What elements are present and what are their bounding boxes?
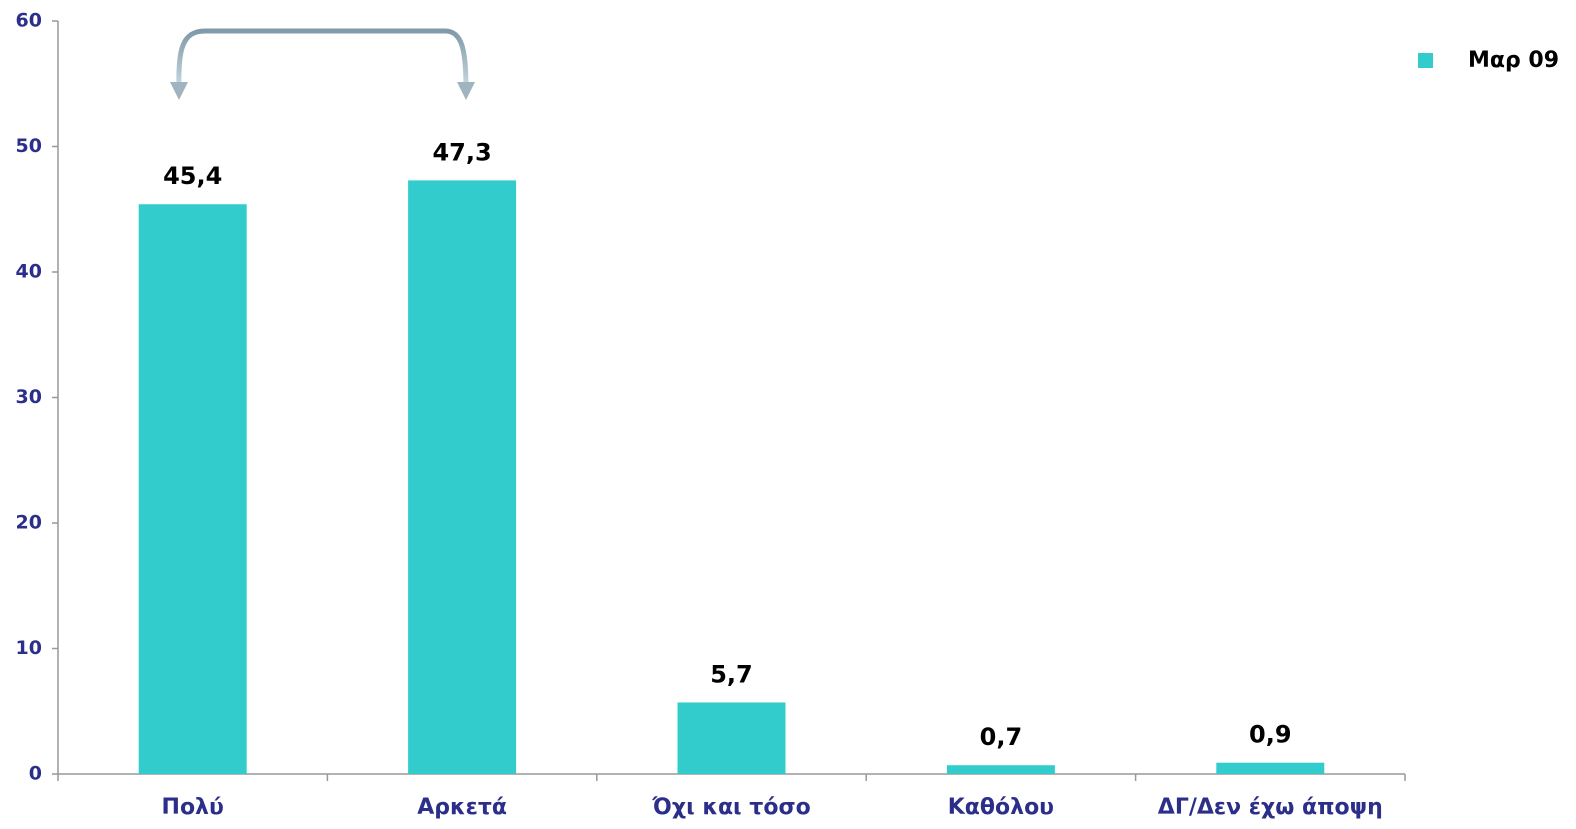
value-label: 45,4 [163,162,222,190]
y-tick-label: 50 [16,135,42,157]
arrow-head [457,82,475,100]
x-tick-label: Όχι και τόσο [651,795,810,820]
y-tick-label: 30 [16,386,42,408]
y-tick-label: 20 [16,512,42,534]
x-tick-label: Καθόλου [948,795,1054,820]
arrow-head [170,82,188,100]
bar [677,702,786,774]
x-tick-label: Αρκετά [417,795,507,820]
bar [138,204,247,775]
bar [1216,762,1325,774]
y-tick-label: 60 [16,10,42,32]
x-tick-label: ΔΓ/Δεν έχω άποψη [1158,795,1383,820]
bar [946,765,1055,774]
y-tick-label: 40 [16,261,42,283]
value-label: 5,7 [710,660,753,688]
legend-swatch [1418,53,1433,68]
value-label: 0,9 [1249,721,1292,749]
bracket-arrow [176,28,469,89]
value-label: 0,7 [980,723,1023,751]
value-label: 47,3 [432,138,491,166]
x-tick-label: Πολύ [162,795,224,820]
y-tick-label: 0 [29,763,42,785]
bar [408,180,517,774]
legend-label: Μαρ 09 [1468,48,1559,73]
y-tick-label: 10 [16,637,42,659]
